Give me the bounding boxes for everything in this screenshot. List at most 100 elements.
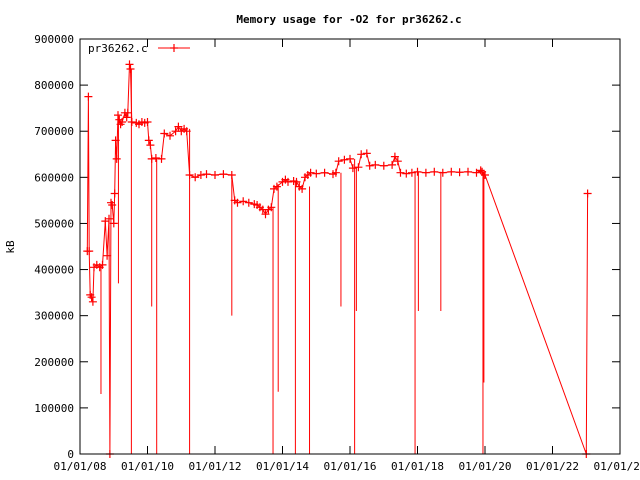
data-point bbox=[191, 173, 200, 182]
y-tick-label: 700000 bbox=[34, 125, 74, 138]
data-point bbox=[146, 141, 155, 150]
data-point bbox=[244, 198, 253, 207]
data-point bbox=[174, 122, 183, 131]
x-tick-label: 01/01/20 bbox=[459, 460, 512, 473]
data-point bbox=[144, 136, 153, 145]
legend-marker bbox=[170, 44, 178, 52]
x-tick-label: 01/01/24 bbox=[594, 460, 640, 473]
legend: pr36262.c bbox=[88, 42, 190, 55]
data-point bbox=[481, 171, 489, 179]
y-axis-label: kB bbox=[4, 240, 17, 254]
y-tick-label: 400000 bbox=[34, 264, 74, 277]
data-point bbox=[346, 154, 354, 163]
data-point bbox=[88, 297, 97, 306]
data-point bbox=[365, 161, 374, 170]
x-tick-label: 01/01/08 bbox=[54, 460, 107, 473]
data-point bbox=[472, 168, 481, 177]
y-tick-label: 600000 bbox=[34, 171, 74, 184]
data-point bbox=[438, 168, 447, 177]
x-tick-label: 01/01/18 bbox=[391, 460, 444, 473]
data-point bbox=[108, 201, 117, 209]
data-point bbox=[402, 169, 411, 178]
x-tick-label: 01/01/14 bbox=[256, 460, 309, 473]
data-point bbox=[110, 189, 119, 198]
data-point bbox=[114, 111, 122, 120]
data-point bbox=[331, 168, 340, 177]
x-tick-label: 01/01/10 bbox=[121, 460, 174, 473]
data-point bbox=[127, 118, 136, 126]
data-point bbox=[272, 182, 281, 191]
data-point bbox=[166, 131, 174, 140]
data-point bbox=[126, 65, 135, 73]
data-point bbox=[185, 171, 194, 179]
data-point bbox=[151, 154, 160, 162]
data-point bbox=[160, 129, 169, 138]
y-tick-label: 800000 bbox=[34, 79, 74, 92]
data-point bbox=[233, 198, 242, 207]
data-point bbox=[334, 157, 343, 166]
data-point bbox=[103, 251, 112, 260]
data-point bbox=[340, 155, 349, 164]
y-tick-labels: 0 100000 200000 300000 400000 500000 600000 700… bbox=[34, 33, 74, 461]
data-point bbox=[298, 184, 307, 193]
series-layer bbox=[83, 60, 592, 458]
data-point bbox=[125, 60, 134, 69]
data-point bbox=[320, 168, 329, 177]
data-point bbox=[105, 214, 113, 223]
data-point bbox=[464, 167, 472, 176]
data-point bbox=[157, 154, 166, 163]
x-tick-label: 01/01/12 bbox=[189, 460, 242, 473]
data-point bbox=[354, 163, 363, 172]
y-tick-label: 500000 bbox=[34, 217, 74, 230]
data-point bbox=[430, 167, 439, 176]
data-point bbox=[267, 203, 276, 212]
data-point bbox=[182, 127, 191, 136]
y-tick-label: 100000 bbox=[34, 402, 74, 415]
data-point bbox=[476, 166, 485, 175]
data-point bbox=[312, 169, 321, 178]
chart-title: Memory usage for -O2 for pr36262.c bbox=[236, 13, 461, 26]
data-point bbox=[390, 152, 399, 161]
data-point bbox=[455, 168, 464, 177]
data-point bbox=[396, 168, 405, 177]
data-point bbox=[202, 170, 211, 179]
data-point bbox=[211, 171, 219, 179]
data-point bbox=[261, 210, 270, 219]
data-point bbox=[87, 293, 96, 302]
plot-frame bbox=[79, 38, 621, 455]
data-point bbox=[413, 167, 422, 176]
data-point bbox=[84, 92, 93, 101]
data-point bbox=[348, 164, 357, 173]
data-point bbox=[393, 157, 402, 166]
data-point bbox=[284, 177, 292, 186]
y-tick-label: 200000 bbox=[34, 356, 74, 369]
data-point bbox=[421, 168, 430, 177]
data-point bbox=[407, 168, 416, 177]
data-point bbox=[583, 189, 592, 198]
data-point bbox=[85, 247, 94, 256]
data-point bbox=[362, 149, 371, 158]
x-tick-label: 01/01/22 bbox=[526, 460, 579, 473]
data-point bbox=[196, 171, 205, 179]
x-tick-label: 01/01/16 bbox=[324, 460, 377, 473]
data-point bbox=[109, 219, 118, 228]
data-point bbox=[147, 154, 156, 163]
data-point bbox=[123, 108, 132, 117]
data-point bbox=[219, 170, 228, 179]
x-tick-labels: 01/01/08 01/01/10 01/01/12 01/01/14 01/01/16… bbox=[54, 460, 640, 473]
data-point bbox=[239, 197, 248, 206]
data-point bbox=[292, 177, 301, 186]
y-tick-label: 300000 bbox=[34, 310, 74, 323]
legend-label: pr36262.c bbox=[88, 42, 148, 55]
data-point bbox=[371, 160, 380, 169]
data-point bbox=[357, 150, 366, 159]
data-point bbox=[447, 167, 456, 176]
data-point bbox=[227, 171, 236, 179]
data-point bbox=[111, 136, 120, 145]
data-point bbox=[379, 161, 388, 170]
y-tick-label: 900000 bbox=[34, 33, 74, 46]
data-point bbox=[118, 118, 127, 126]
data-point bbox=[388, 160, 397, 169]
data-point bbox=[306, 168, 315, 177]
